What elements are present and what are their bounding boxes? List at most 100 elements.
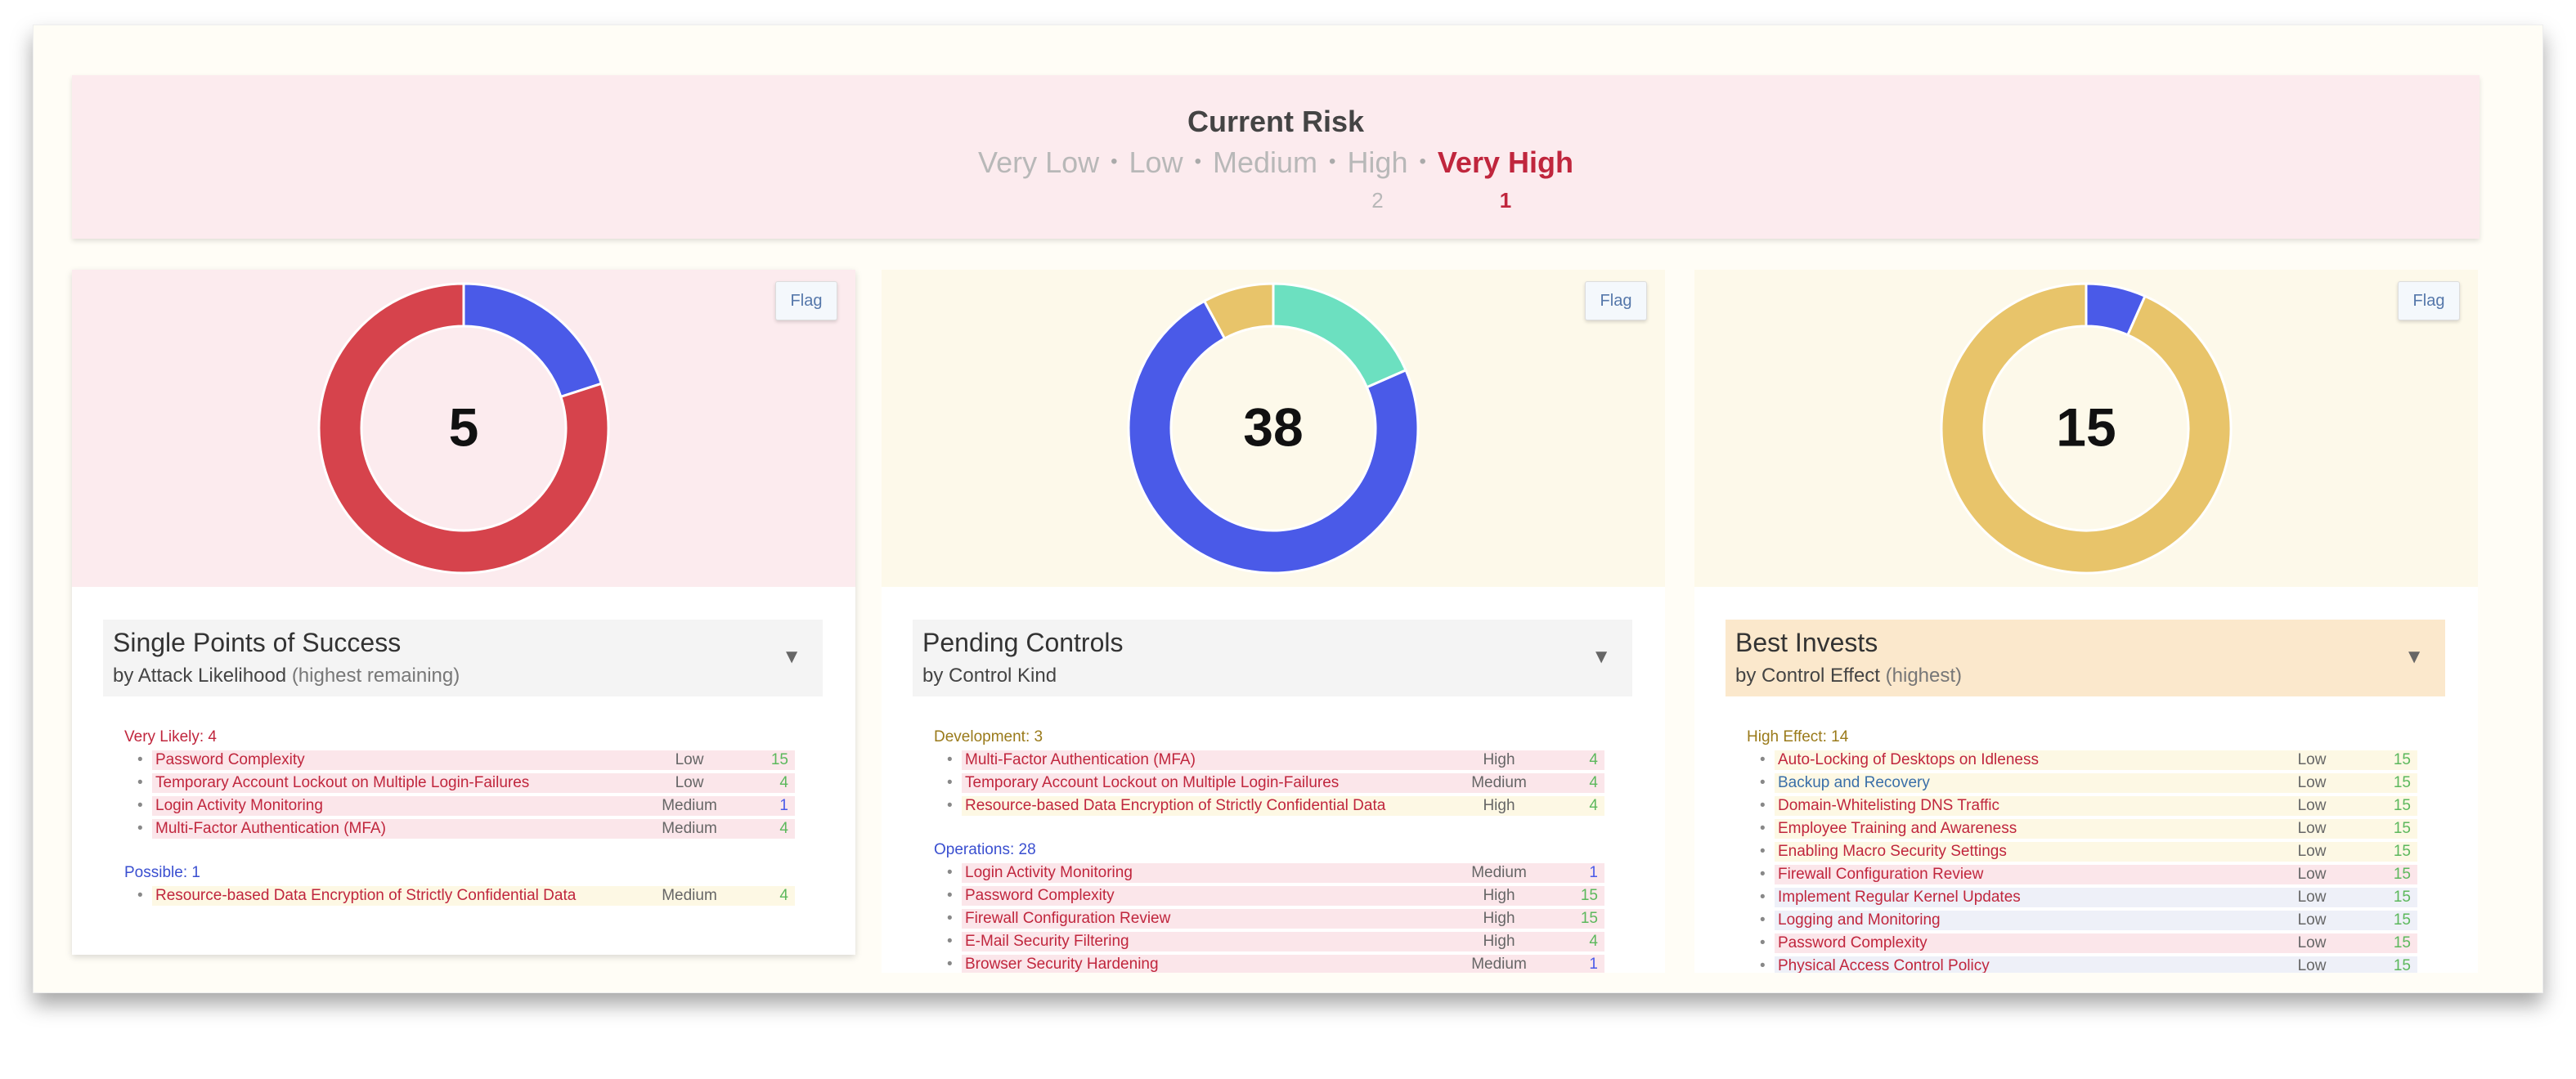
row-highlight [962, 796, 1604, 816]
list-row: • Employee Training and Awareness Low 15 [1744, 817, 2422, 840]
flag-button[interactable]: Flag [775, 281, 837, 320]
row-highlight [1775, 911, 2417, 930]
control-level: Low [2297, 797, 2327, 814]
bullet: • [1760, 843, 1766, 860]
bullet: • [947, 864, 953, 881]
control-name: E-Mail Security Filtering [965, 933, 1129, 950]
control-value: 15 [1580, 887, 1598, 904]
control-level: High [1483, 887, 1515, 904]
subtitle-text: by Control Effect [1735, 665, 1880, 687]
control-name: Enabling Macro Security Settings [1778, 843, 2007, 860]
control-value: 15 [2393, 843, 2411, 860]
list-row: • Firewall Configuration Review High 15 [931, 907, 1609, 930]
control-value: 4 [779, 820, 788, 837]
flag-button[interactable]: Flag [2398, 281, 2460, 320]
control-level: Medium [662, 820, 717, 837]
list-row: • Physical Access Control Policy Low 15 [1744, 955, 2422, 973]
control-value: 1 [1589, 864, 1598, 881]
subtitle-text: by Control Kind [922, 665, 1057, 687]
dropdown-arrow[interactable]: ▼ [782, 646, 801, 668]
row-highlight [1775, 773, 2417, 793]
control-level: Medium [662, 797, 717, 814]
donut-center-value: 15 [2056, 396, 2116, 457]
row-highlight [1775, 750, 2417, 770]
bullet: • [1760, 911, 1766, 929]
row-highlight [962, 886, 1604, 906]
control-level: High [1483, 797, 1515, 814]
bullet: • [947, 774, 953, 791]
row-highlight [152, 750, 795, 770]
list-row: • Browser Security Hardening Medium 1 [931, 953, 1609, 973]
separator: • [1419, 150, 1426, 172]
panel-title: Single Points of Success [113, 628, 402, 657]
bullet: • [1760, 751, 1766, 768]
panel-header: Pending Controls by Control Kind ▼ [913, 620, 1632, 696]
group-label: Possible: 1 [124, 864, 200, 881]
row-highlight [962, 909, 1604, 929]
control-name: Multi-Factor Authentication (MFA) [155, 820, 386, 837]
control-value: 15 [2393, 797, 2411, 814]
control-value: 4 [1589, 751, 1598, 768]
row-highlight [152, 796, 795, 816]
list-row: • Multi-Factor Authentication (MFA) Medium… [121, 817, 800, 840]
donut-center-value: 5 [449, 396, 479, 457]
control-name: Firewall Configuration Review [1778, 866, 1984, 883]
list-row: • Enabling Macro Security Settings Low 15 [1744, 840, 2422, 863]
control-level: Low [2297, 751, 2327, 768]
dropdown-arrow[interactable]: ▼ [1591, 646, 1611, 668]
row-highlight [962, 932, 1604, 951]
control-list: High Effect: 14 • Auto-Locking of Desktops… [1744, 726, 2422, 973]
bullet: • [947, 910, 953, 927]
risk-level-label: High [1347, 146, 1408, 179]
group-label: Development: 3 [934, 728, 1043, 745]
control-value: 15 [2393, 820, 2411, 837]
risk-level-count: 2 [1371, 188, 1384, 213]
panel-title: Pending Controls [922, 628, 1124, 657]
bullet: • [137, 887, 143, 904]
bullet: • [1760, 866, 1766, 883]
risk-level-label: Very High [1437, 146, 1573, 179]
list-row: • Password Complexity Low 15 [1744, 932, 2422, 955]
donut-segment [1127, 299, 1420, 575]
bullet: • [947, 956, 953, 973]
panel-header: Best Invests by Control Effect (highest) ▼ [1726, 620, 2445, 696]
control-value: 15 [2393, 957, 2411, 973]
group-gap [931, 817, 1609, 839]
bullet: • [1760, 774, 1766, 791]
control-level: Low [675, 751, 704, 768]
control-name: Password Complexity [155, 751, 305, 768]
control-name: Physical Access Control Policy [1778, 957, 1990, 973]
risk-level: High 2 [1347, 146, 1407, 213]
bullet: • [137, 751, 143, 768]
control-value: 1 [1589, 956, 1598, 973]
control-level: High [1483, 910, 1515, 927]
row-highlight [962, 955, 1604, 973]
group-label: Very Likely: 4 [124, 728, 217, 745]
flag-button[interactable]: Flag [1585, 281, 1647, 320]
control-name: Backup and Recovery [1778, 774, 1930, 791]
control-value: 15 [1580, 910, 1598, 927]
row-highlight [1775, 796, 2417, 816]
panel: Flag 5 Single Points of Success by Attack L… [72, 270, 855, 955]
row-highlight [1775, 819, 2417, 839]
list-row: • Resource-based Data Encryption of Stric… [931, 795, 1609, 817]
control-name: Temporary Account Lockout on Multiple Lo… [155, 774, 530, 791]
bullet: • [947, 751, 953, 768]
risk-level-label: Low [1129, 146, 1183, 179]
control-value: 15 [2393, 866, 2411, 883]
control-value: 4 [779, 887, 788, 904]
control-list: Very Likely: 4 • Password Complexity Low 15 •… [121, 726, 800, 907]
list-row: • Resource-based Data Encryption of Stric… [121, 884, 800, 907]
row-highlight [1775, 842, 2417, 862]
list-row: • Login Activity Monitoring Medium 1 [931, 862, 1609, 884]
control-value: 15 [2393, 911, 2411, 929]
control-value: 4 [1589, 797, 1598, 814]
control-name: Implement Regular Kernel Updates [1778, 889, 2021, 906]
risk-levels: Very Low • Low • Medium • High 2 • Very High 1 [72, 146, 2480, 213]
control-name: Logging and Monitoring [1778, 911, 1941, 929]
control-level: Low [2297, 911, 2327, 929]
panel: Flag 38 Pending Controls by Control Kind ▼ De… [882, 270, 1665, 973]
dropdown-arrow[interactable]: ▼ [2404, 646, 2424, 668]
panel: Flag 15 Best Invests by Control Effect (hig… [1694, 270, 2478, 973]
control-name: Login Activity Monitoring [965, 864, 1133, 881]
